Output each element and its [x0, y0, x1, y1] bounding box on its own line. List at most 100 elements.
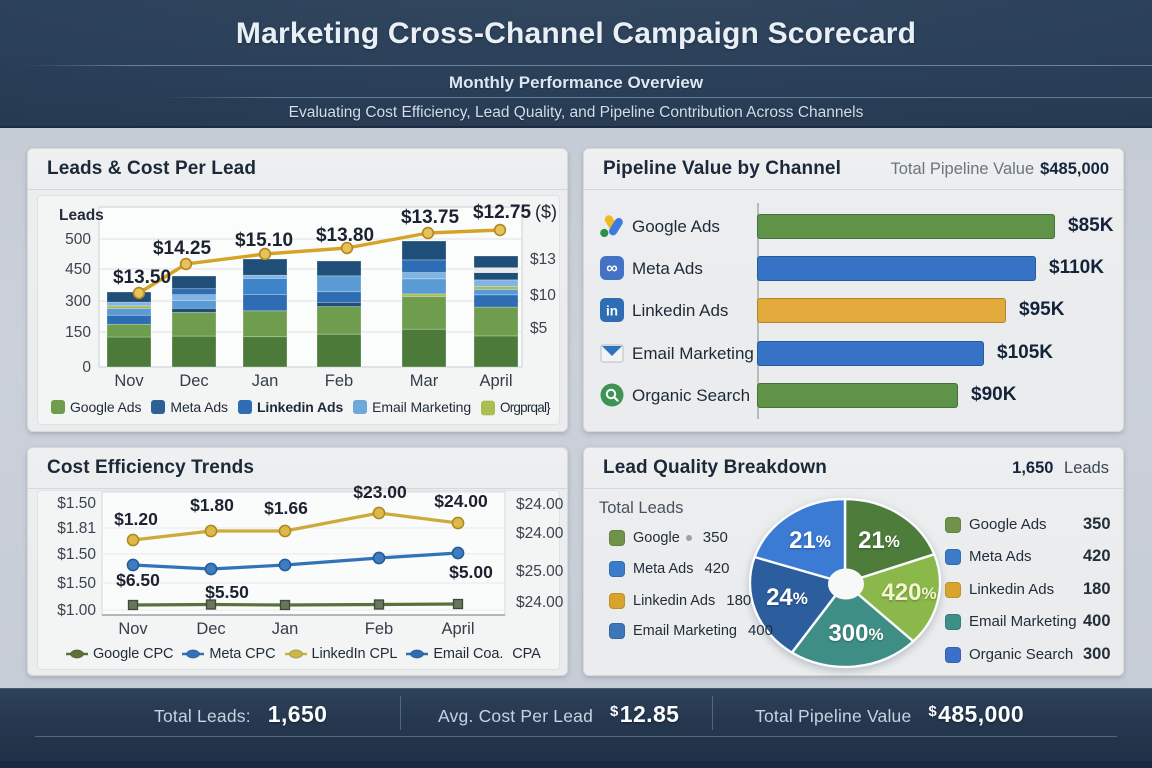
bar-segment	[171, 288, 217, 295]
bar-segment	[242, 336, 288, 368]
trend-value-label: $23.00	[353, 482, 407, 502]
pie-slice-linkedin-ads	[843, 553, 942, 643]
text-fragment: 24	[766, 584, 793, 611]
cpl-value-label: $14.25	[153, 238, 212, 259]
x-tick-label: Dec	[196, 620, 225, 638]
left-tick-label: $1.50	[57, 575, 96, 592]
left-tick-label: $1.00	[57, 602, 96, 619]
icon-shape	[186, 649, 201, 659]
right-tick-label: $13	[530, 251, 556, 268]
footer-divider	[35, 736, 1117, 737]
quality-legend-item: Meta Ads 420	[945, 547, 1115, 565]
bar-segment	[106, 336, 152, 368]
pipeline-value-label: $85K	[1068, 215, 1114, 236]
panel-cost-efficiency-trends: Cost Efficiency Trends $1.50 $1.81 $1.50 $1…	[27, 447, 568, 676]
pipeline-value-label: $95K	[1019, 299, 1065, 320]
legend-item: Orgprqal}	[481, 399, 551, 415]
bar-segment	[473, 335, 519, 368]
bar-segment	[473, 279, 519, 287]
bar-segment	[171, 312, 217, 337]
legend-label: Email Coa.	[433, 646, 504, 662]
trend-value-label: $6.50	[116, 570, 160, 590]
legend-marker	[182, 649, 205, 659]
page-title: Marketing Cross-Channel Campaign Scoreca…	[235, 17, 917, 50]
cpl-value-label: $13.50	[113, 267, 171, 288]
panel-trends-title: Cost Efficiency Trends	[47, 457, 255, 478]
pipeline-channel-label: Meta Ads	[632, 259, 703, 278]
bar-segment	[316, 275, 362, 293]
pie-center-hole	[828, 568, 864, 600]
legend-label: Linkedin Ads	[633, 592, 716, 609]
panel-leads-header: Leads & Cost Per Lead	[28, 149, 567, 190]
stacked-bar-mar	[401, 240, 447, 368]
x-tick-label: Dec	[179, 372, 208, 390]
bar-segment	[401, 278, 447, 295]
stacked-bar-dec	[171, 275, 217, 368]
y-tick-label: 500	[65, 231, 91, 248]
legend-swatch	[945, 548, 961, 565]
legend-label: Meta Ads	[969, 548, 1032, 565]
legend-label: CPA	[512, 646, 541, 662]
bar-segment	[106, 314, 152, 325]
bar-segment	[242, 278, 288, 295]
right-tick-label: $24.00	[516, 594, 564, 611]
icon-shape	[600, 383, 624, 407]
bar-segment	[473, 294, 519, 308]
kpi-total-leads: Total Leads: 1,650	[154, 701, 327, 728]
x-tick-label: Mar	[410, 372, 439, 390]
pie-slice-google-ads	[843, 497, 936, 585]
page-subtitle: Monthly Performance Overview	[448, 73, 704, 92]
right-tick-label: $5	[530, 320, 547, 337]
panel-quality-title: Lead Quality Breakdown	[603, 457, 827, 478]
stacked-bar-nov	[106, 291, 152, 368]
bar-segment	[473, 286, 519, 290]
text-fragment: %	[868, 625, 883, 644]
x-tick-label: Nov	[114, 372, 144, 390]
legend-value: 420	[1083, 547, 1111, 565]
bar-segment	[401, 296, 447, 330]
legend-value: 400	[747, 622, 773, 639]
panel-trends-header: Cost Efficiency Trends	[28, 448, 567, 489]
pipeline-bar	[757, 214, 1055, 239]
trend-marker	[452, 598, 464, 610]
legend-label: Google Ads	[969, 516, 1047, 533]
legend-swatch	[51, 400, 65, 414]
currency-symbol: $	[928, 703, 938, 720]
quality-subhead: Total Leads	[599, 499, 684, 517]
legend-marker	[284, 649, 307, 659]
panel-pipeline-title: Pipeline Value by Channel	[603, 158, 841, 179]
legend-swatch	[609, 529, 625, 546]
pipeline-channel-label: Email Marketing	[632, 344, 754, 363]
cpl-marker	[132, 286, 146, 300]
legend-item: CPA	[512, 646, 541, 662]
legend-item: Linkedin Ads	[237, 399, 343, 415]
icon-shape	[602, 346, 622, 356]
pipeline-bar	[757, 256, 1036, 281]
organic-icon	[599, 382, 625, 408]
bar-segment	[106, 308, 152, 316]
trend-marker	[372, 506, 386, 520]
cpl-value-label: $13.75	[401, 207, 460, 228]
bar-segment	[316, 260, 362, 277]
bar-segment	[473, 289, 519, 296]
leads-chart-card: 500 450 300 150 0 Leads $13 $10 $5 Nov Dec Jan Feb Ma…	[37, 195, 560, 425]
legend-label: Email Marketing	[633, 622, 737, 639]
pipeline-value-label: $90K	[971, 384, 1017, 405]
icon-shape	[600, 215, 623, 238]
stacked-bar-jan	[242, 258, 288, 368]
footer-bottom-strip	[0, 761, 1152, 768]
total-pipeline-amount: $485,000	[1040, 159, 1109, 178]
bar-segment	[171, 300, 217, 309]
legend-label: Linkedin Ads	[969, 581, 1055, 598]
leads-cost-chart: 500 450 300 150 0 Leads $13 $10 $5 Nov Dec Jan Feb Ma…	[59, 202, 557, 390]
pipeline-value-label: $105K	[997, 342, 1053, 363]
right-tick-label: $10	[530, 287, 556, 304]
legend-swatch	[945, 581, 961, 598]
x-tick-label: Nov	[118, 620, 148, 638]
bar-segment	[316, 306, 362, 335]
legend-swatch	[609, 560, 625, 577]
bar-segment	[171, 294, 217, 301]
y-tick-label: 0	[82, 359, 91, 376]
cpl-marker	[421, 226, 435, 240]
